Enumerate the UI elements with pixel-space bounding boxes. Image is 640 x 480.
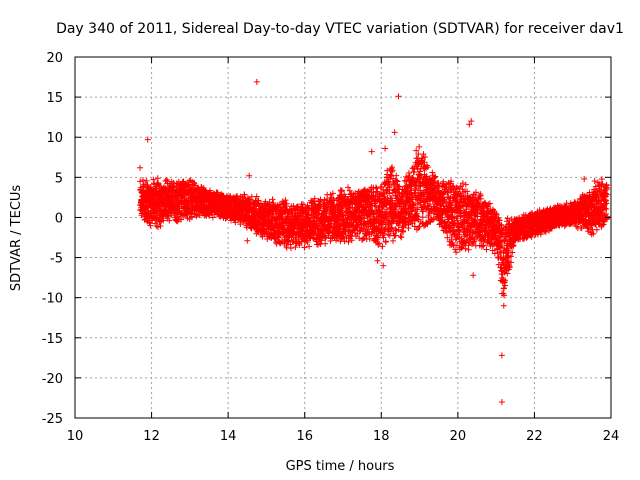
data-point xyxy=(259,206,266,213)
data-point xyxy=(283,200,290,207)
chart-title: Day 340 of 2011, Sidereal Day-to-day VTE… xyxy=(56,21,624,37)
data-point xyxy=(285,237,292,244)
data-point xyxy=(300,201,307,208)
data-point xyxy=(206,212,213,219)
data-point xyxy=(304,239,311,246)
data-point xyxy=(269,196,276,203)
data-point xyxy=(287,245,294,252)
data-point xyxy=(147,222,154,229)
data-point xyxy=(137,178,144,185)
data-point xyxy=(301,244,308,251)
data-point xyxy=(188,214,195,221)
data-point xyxy=(166,217,173,224)
data-point xyxy=(256,220,263,227)
data-point xyxy=(266,199,273,206)
data-point xyxy=(296,242,303,249)
data-point xyxy=(143,177,150,184)
data-point xyxy=(241,191,248,198)
data-point xyxy=(150,176,157,183)
data-point xyxy=(181,195,188,202)
data-point xyxy=(253,193,260,200)
data-point xyxy=(178,216,185,223)
data-point xyxy=(139,177,146,184)
data-points xyxy=(137,78,611,405)
